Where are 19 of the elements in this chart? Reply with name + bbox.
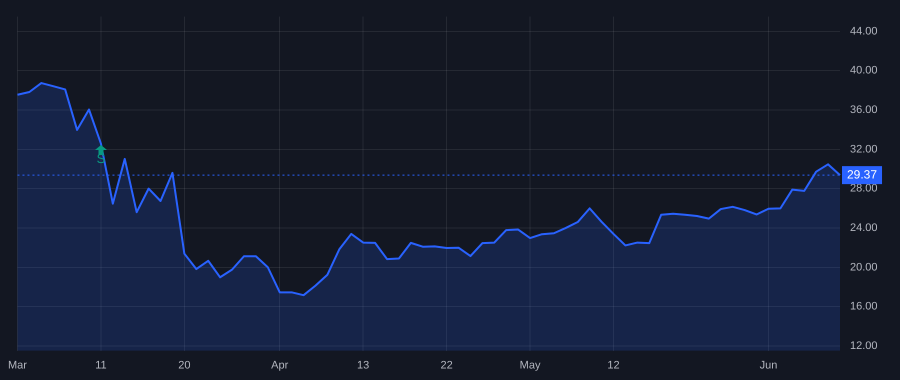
x-tick-label: May — [520, 359, 541, 372]
ref-line-label: 29.37 — [847, 167, 878, 182]
x-tick-label: Jun — [760, 359, 778, 372]
x-tick-label: 22 — [440, 359, 453, 372]
y-tick-label: 28.00 — [850, 182, 878, 195]
y-tick-label: 44.00 — [850, 25, 878, 38]
x-tick-label: 20 — [178, 359, 190, 372]
x-tick-label: Mar — [8, 359, 28, 372]
y-tick-label: 16.00 — [850, 300, 878, 313]
x-tick-label: 11 — [95, 359, 107, 372]
x-tick-label: 12 — [607, 359, 620, 372]
y-tick-label: 24.00 — [850, 222, 878, 234]
x-tick-label: Apr — [271, 359, 289, 372]
y-tick-label: 12.00 — [850, 340, 878, 352]
y-tick-label: 36.00 — [850, 104, 878, 116]
y-tick-label: 20.00 — [850, 261, 878, 274]
x-tick-label: 13 — [357, 359, 370, 372]
y-tick-label: 40.00 — [850, 64, 878, 77]
y-tick-label: 32.00 — [850, 143, 878, 156]
